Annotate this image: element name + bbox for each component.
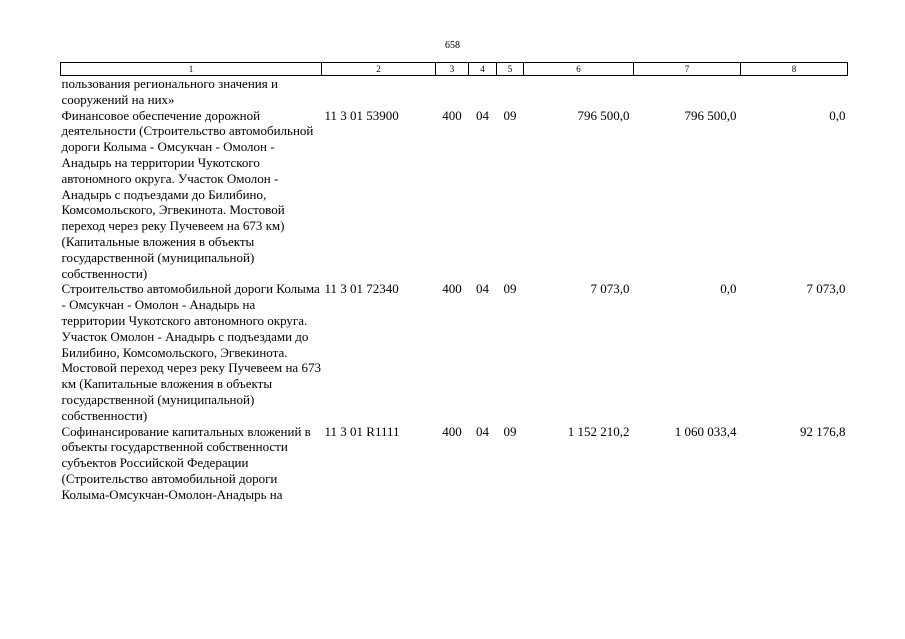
row-code: 11 3 01 R1111	[324, 423, 400, 439]
col-header-5: 5	[496, 62, 524, 76]
row-c6: 7 073,0	[590, 281, 630, 297]
row-name: Строительство автомобильной дороги Колым…	[61, 281, 321, 423]
row-c7: 0,0	[720, 281, 737, 297]
row-code	[322, 76, 436, 108]
row-c6: 796 500,0	[577, 107, 630, 123]
row-c8: 7 073,0	[806, 281, 846, 297]
row-c3: 400	[442, 281, 462, 297]
row-c8	[741, 76, 848, 108]
row-c8: 92 176,8	[800, 423, 846, 439]
row-c8: 0,0	[829, 107, 846, 123]
row-c5	[497, 76, 524, 108]
header-row: 1 2 3 4 5 6 7 8	[60, 62, 848, 76]
col-header-8: 8	[740, 62, 848, 76]
col-header-4: 4	[468, 62, 497, 76]
row-c7	[634, 76, 741, 108]
row-c5: 09	[503, 423, 517, 439]
row-c5: 09	[503, 281, 517, 297]
table-row: Софинансирование капитальных вложений в …	[61, 424, 848, 503]
col-header-3: 3	[435, 62, 469, 76]
col-header-2: 2	[321, 62, 436, 76]
row-c7: 796 500,0	[684, 107, 737, 123]
row-c4: 04	[476, 281, 489, 297]
row-c7: 1 060 033,4	[674, 423, 737, 439]
row-c5: 09	[503, 107, 517, 123]
row-code: 11 3 01 53900	[324, 107, 399, 123]
row-name: Финансовое обеспечение дорожной деятельн…	[61, 107, 314, 281]
row-c6: 1 152 210,2	[567, 423, 630, 439]
row-c3	[436, 76, 469, 108]
col-header-1: 1	[60, 62, 322, 76]
table-row: пользования регионального значения и соо…	[61, 76, 848, 108]
col-header-7: 7	[633, 62, 741, 76]
row-code: 11 3 01 72340	[324, 281, 399, 297]
row-c3: 400	[442, 423, 462, 439]
row-c4: 04	[476, 107, 489, 123]
table-row: Строительство автомобильной дороги Колым…	[61, 281, 848, 423]
row-c4: 04	[476, 423, 489, 439]
row-c6	[524, 76, 634, 108]
row-name: пользования регионального значения и соо…	[61, 76, 278, 107]
table-row: Финансовое обеспечение дорожной деятельн…	[61, 108, 848, 282]
row-name: Софинансирование капитальных вложений в …	[61, 423, 311, 502]
page-number: 658	[445, 40, 460, 51]
row-c3: 400	[442, 107, 462, 123]
budget-table: 1 2 3 4 5 6 7 8 пользования региональног…	[60, 62, 848, 503]
col-header-6: 6	[523, 62, 634, 76]
row-c4	[469, 76, 497, 108]
